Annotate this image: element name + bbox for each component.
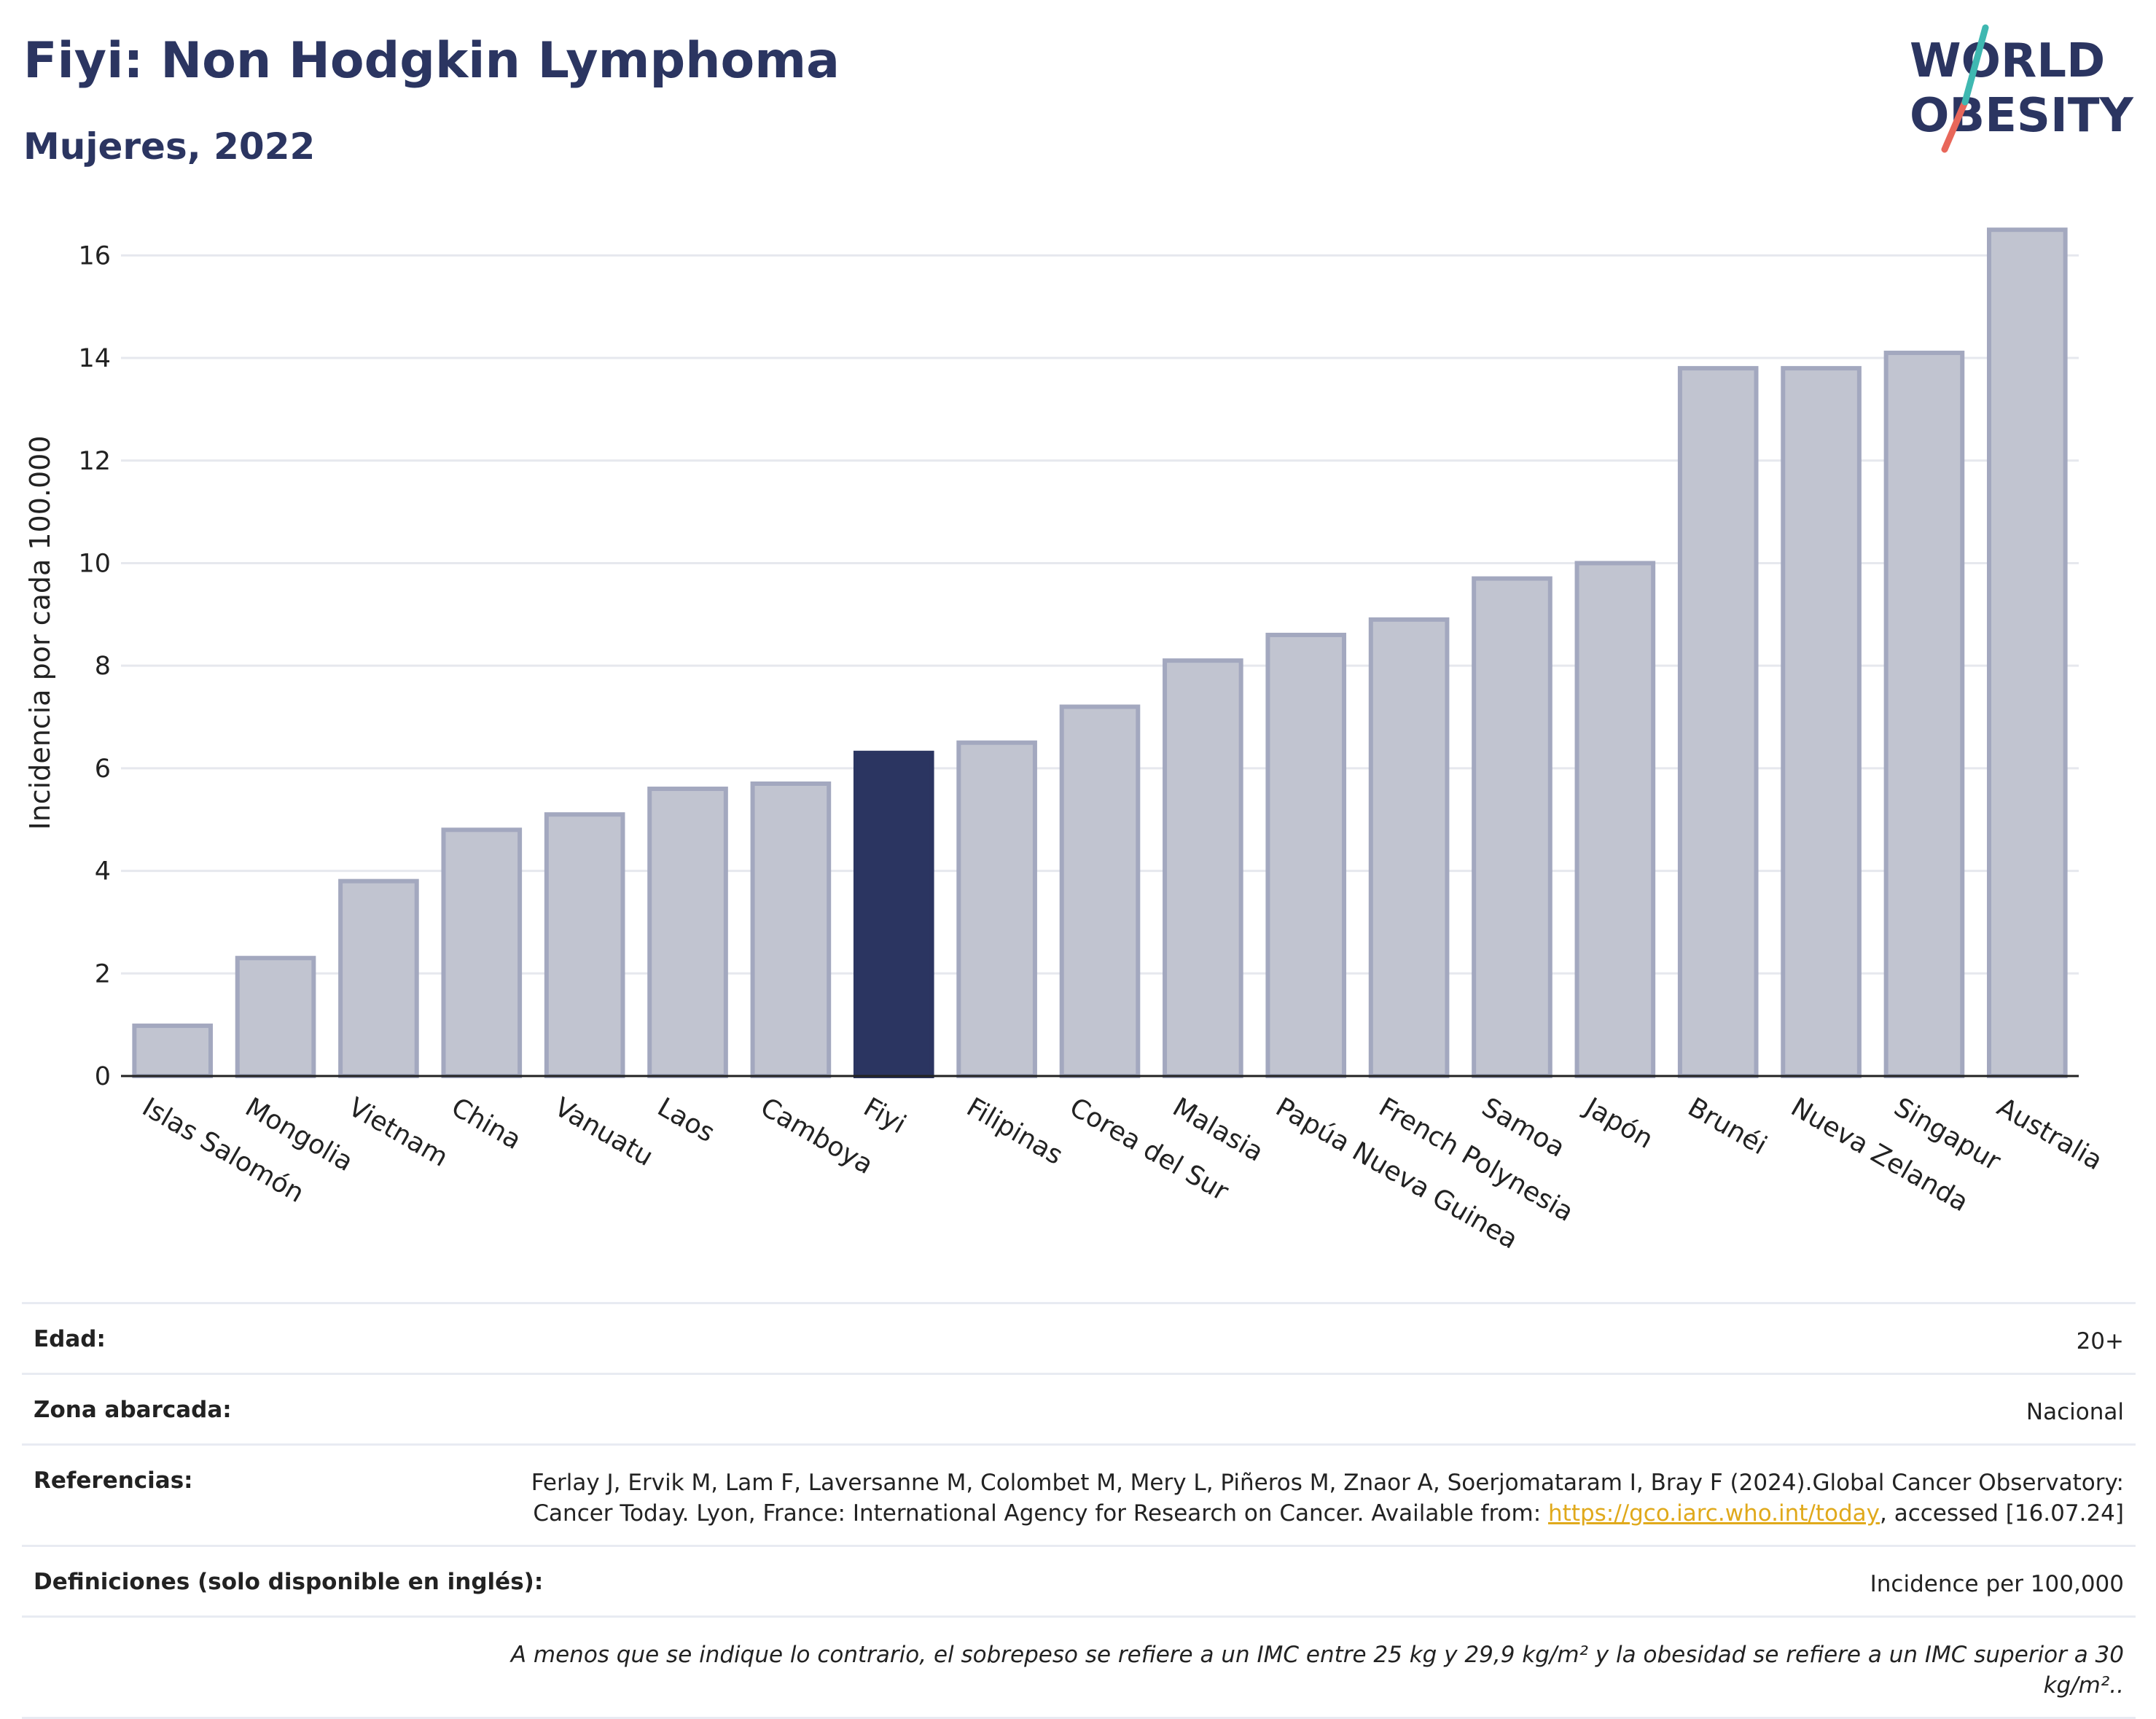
meta-row-definitions: Definiciones (solo disponible en inglés)… (22, 1545, 2136, 1615)
meta-refs-value: Ferlay J, Ervik M, Lam F, Laversanne M, … (448, 1467, 2124, 1529)
meta-age-value: 20+ (2076, 1328, 2124, 1354)
bar-australia[interactable] (1987, 227, 2068, 1078)
y-tick-labels: 0 2 4 6 8 10 12 14 16 (78, 241, 111, 1091)
y-tick-label: 4 (95, 857, 111, 886)
bar-japón[interactable] (1574, 561, 1656, 1078)
bar-mongolia[interactable] (235, 956, 316, 1078)
metadata-table: Edad: 20+ Zona abarcada: Nacional Refere… (22, 1302, 2136, 1719)
logo-line1: WORLD (1910, 34, 2105, 88)
y-tick-label: 6 (95, 755, 111, 784)
x-tick-label: Nueva Zelanda (1786, 1092, 1973, 1217)
chart-title: Fiyi: Non Hodgkin Lymphoma (23, 32, 840, 90)
meta-row-age: Edad: 20+ (22, 1302, 2136, 1373)
y-tick-label: 12 (78, 447, 111, 476)
bar-china[interactable] (441, 827, 523, 1079)
y-tick-label: 0 (95, 1062, 111, 1091)
logo-line2: OBESITY (1910, 89, 2133, 143)
y-tick-label: 8 (95, 652, 111, 681)
y-tick-label: 14 (78, 344, 111, 373)
x-tick-label: Camboya (755, 1092, 878, 1180)
x-tick-label: Brunéi (1683, 1092, 1772, 1161)
y-tick-label: 2 (95, 959, 111, 989)
meta-refs-label: Referencias: (34, 1467, 193, 1494)
bar-vanuatu[interactable] (544, 812, 625, 1078)
y-axis-label: Incidencia por cada 100.000 (24, 435, 56, 830)
meta-zone-label: Zona abarcada: (34, 1397, 232, 1423)
x-tick-label: Fiyi (859, 1092, 911, 1139)
meta-defs-label: Definiciones (solo disponible en inglés)… (34, 1569, 544, 1595)
bar-vietnam[interactable] (338, 878, 419, 1078)
logo-slash-coral (1941, 98, 1969, 153)
bar-filipinas[interactable] (956, 740, 1037, 1078)
x-tick-label: Laos (652, 1092, 719, 1148)
bar-nueva-zelanda[interactable] (1781, 366, 1862, 1079)
meta-row-zone: Zona abarcada: Nacional (22, 1373, 2136, 1443)
meta-row-note: A menos que se indique lo contrario, el … (22, 1615, 2136, 1719)
bar-laos[interactable] (647, 787, 728, 1079)
bar-french-polynesia[interactable] (1368, 617, 1450, 1078)
y-tick-label: 10 (78, 549, 111, 578)
world-obesity-logo: WORLD OBESITY (1910, 24, 2133, 153)
bar-samoa[interactable] (1472, 576, 1552, 1078)
bar-papúa-nueva-guinea[interactable] (1265, 632, 1347, 1078)
x-tick-label: Vanuatu (550, 1092, 658, 1172)
meta-refs-text: Ferlay J, Ervik M, Lam F, Laversanne M, … (531, 1470, 2124, 1527)
meta-defs-value: Incidence per 100,000 (1870, 1571, 2124, 1597)
meta-row-references: Referencias: Ferlay J, Ervik M, Lam F, L… (22, 1443, 2136, 1545)
bar-brunéi[interactable] (1677, 366, 1759, 1079)
meta-age-label: Edad: (34, 1326, 106, 1352)
meta-zone-value: Nacional (2026, 1399, 2124, 1425)
bar-fiyi[interactable] (853, 750, 934, 1079)
bar-corea-del-sur[interactable] (1059, 704, 1141, 1078)
x-tick-label: Australia (1992, 1092, 2107, 1176)
x-tick-label: Vietnam (343, 1092, 453, 1173)
bar-singapur[interactable] (1883, 351, 1965, 1078)
meta-refs-suffix: , accessed [16.07.24] (1879, 1500, 2124, 1527)
meta-note-text: A menos que se indique lo contrario, el … (510, 1642, 2124, 1699)
bars (132, 227, 2068, 1079)
meta-refs-link[interactable]: https://gco.iarc.who.int/today (1548, 1500, 1880, 1527)
bar-islas-salomón[interactable] (132, 1024, 213, 1078)
logo-slash-teal (1961, 24, 1989, 106)
bar-malasia[interactable] (1163, 658, 1243, 1078)
y-tick-label: 16 (78, 241, 111, 270)
x-tick-label: Japón (1579, 1091, 1658, 1155)
bar-camboya[interactable] (750, 781, 832, 1079)
x-tick-label: Filipinas (961, 1092, 1068, 1171)
chart-subtitle: Mujeres, 2022 (23, 125, 316, 168)
x-tick-label: China (446, 1092, 526, 1155)
